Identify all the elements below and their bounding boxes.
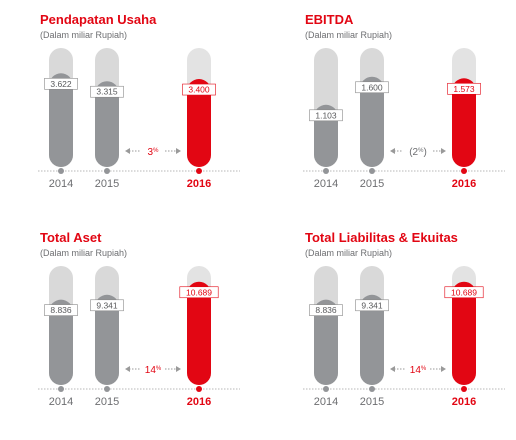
chart-panel-total-liabilitas-ekuitas: Total Liabilitas & Ekuitas (Dalam miliar… xyxy=(303,230,516,430)
x-tick-label: 2014 xyxy=(314,396,338,408)
chart-title: Pendapatan Usaha xyxy=(40,12,157,27)
chart-panel-pendapatan-usaha: Pendapatan Usaha (Dalam miliar Rupiah) 3… xyxy=(38,12,260,212)
bar xyxy=(360,294,384,385)
bar xyxy=(187,79,211,167)
value-label: 9.341 xyxy=(96,300,118,310)
growth-arrow-right xyxy=(176,366,181,372)
growth-arrow-left xyxy=(125,148,130,154)
chart-title: Total Aset xyxy=(40,230,102,245)
axis-marker-dot xyxy=(196,168,202,174)
growth-label: 3% xyxy=(148,147,160,158)
axis-marker-dot xyxy=(58,386,64,392)
chart-title: EBITDA xyxy=(305,12,354,27)
chart-subtitle: (Dalam miliar Rupiah) xyxy=(40,30,128,40)
growth-arrow-right xyxy=(176,148,181,154)
x-tick-label: 2015 xyxy=(360,396,384,408)
value-label: 10.689 xyxy=(451,287,477,297)
axis-marker-dot xyxy=(323,168,329,174)
bar xyxy=(187,281,211,385)
x-tick-label: 2015 xyxy=(95,178,119,190)
value-label: 9.341 xyxy=(361,300,383,310)
value-label-box xyxy=(309,109,343,122)
growth-arrow-left xyxy=(390,148,395,154)
bar xyxy=(49,299,73,385)
value-label-box xyxy=(90,299,124,312)
bar xyxy=(360,76,384,167)
axis-marker-dot xyxy=(58,168,64,174)
bar-chart: 8.836 2014 9.341 2015 10.689 2016 14% xyxy=(303,266,505,408)
value-label-box xyxy=(444,286,484,299)
x-tick-label: 2014 xyxy=(49,396,73,408)
value-label-box xyxy=(44,304,78,316)
value-label: 8.836 xyxy=(315,305,337,315)
bar xyxy=(95,81,119,167)
x-tick-label: 2014 xyxy=(314,178,338,190)
x-tick-label: 2016 xyxy=(452,178,476,190)
growth-arrow-left xyxy=(125,366,130,372)
bar xyxy=(95,294,119,385)
x-tick-label: 2014 xyxy=(49,178,73,190)
x-tick-label: 2016 xyxy=(187,396,211,408)
axis-marker-dot xyxy=(323,386,329,392)
axis-marker-dot xyxy=(369,168,375,174)
growth-arrow-right xyxy=(441,148,446,154)
chart-panel-total-aset: Total Aset (Dalam miliar Rupiah) 8.836 20… xyxy=(38,230,260,430)
value-label-box xyxy=(179,286,219,299)
chart-panel-ebitda: EBITDA (Dalam miliar Rupiah) 1.103 2014 1.… xyxy=(303,12,516,212)
value-label: 3.622 xyxy=(50,79,72,89)
growth-arrow-right xyxy=(441,366,446,372)
value-label-box xyxy=(355,81,389,94)
chart-subtitle: (Dalam miliar Rupiah) xyxy=(40,248,128,258)
value-label: 1.600 xyxy=(361,82,383,92)
bar xyxy=(314,299,338,385)
bar-chart: 3.622 2014 3.315 2015 3.400 2016 3% xyxy=(38,48,240,190)
value-label: 10.689 xyxy=(186,287,212,297)
value-label-box xyxy=(182,83,216,96)
bar-chart: 8.836 2014 9.341 2015 10.689 2016 14% xyxy=(38,266,240,408)
chart-subtitle: (Dalam miliar Rupiah) xyxy=(305,30,393,40)
chart-title: Total Liabilitas & Ekuitas xyxy=(305,230,458,245)
axis-marker-dot xyxy=(104,386,110,392)
axis-marker-dot xyxy=(196,386,202,392)
axis-marker-dot xyxy=(104,168,110,174)
value-label-box xyxy=(90,85,124,98)
value-label-box xyxy=(447,82,481,95)
bar xyxy=(452,78,476,167)
bar xyxy=(452,281,476,385)
value-label: 3.400 xyxy=(188,85,210,95)
axis-marker-dot xyxy=(461,168,467,174)
value-label: 8.836 xyxy=(50,305,72,315)
bar-chart: 1.103 2014 1.600 2015 1.573 2016 (2%) xyxy=(303,48,505,190)
axis-marker-dot xyxy=(369,386,375,392)
value-label: 3.315 xyxy=(96,87,118,97)
value-label-box xyxy=(355,299,389,312)
growth-arrow-left xyxy=(390,366,395,372)
value-label-box xyxy=(44,78,78,90)
value-label: 1.573 xyxy=(453,84,475,94)
growth-label: 14% xyxy=(145,365,162,376)
x-tick-label: 2015 xyxy=(360,178,384,190)
value-label-box xyxy=(309,304,343,316)
chart-subtitle: (Dalam miliar Rupiah) xyxy=(305,248,393,258)
x-tick-label: 2016 xyxy=(187,178,211,190)
axis-marker-dot xyxy=(461,386,467,392)
bar xyxy=(49,73,73,167)
x-tick-label: 2016 xyxy=(452,396,476,408)
growth-label: (2%) xyxy=(409,147,427,158)
value-label: 1.103 xyxy=(315,110,337,120)
x-tick-label: 2015 xyxy=(95,396,119,408)
growth-label: 14% xyxy=(410,365,427,376)
